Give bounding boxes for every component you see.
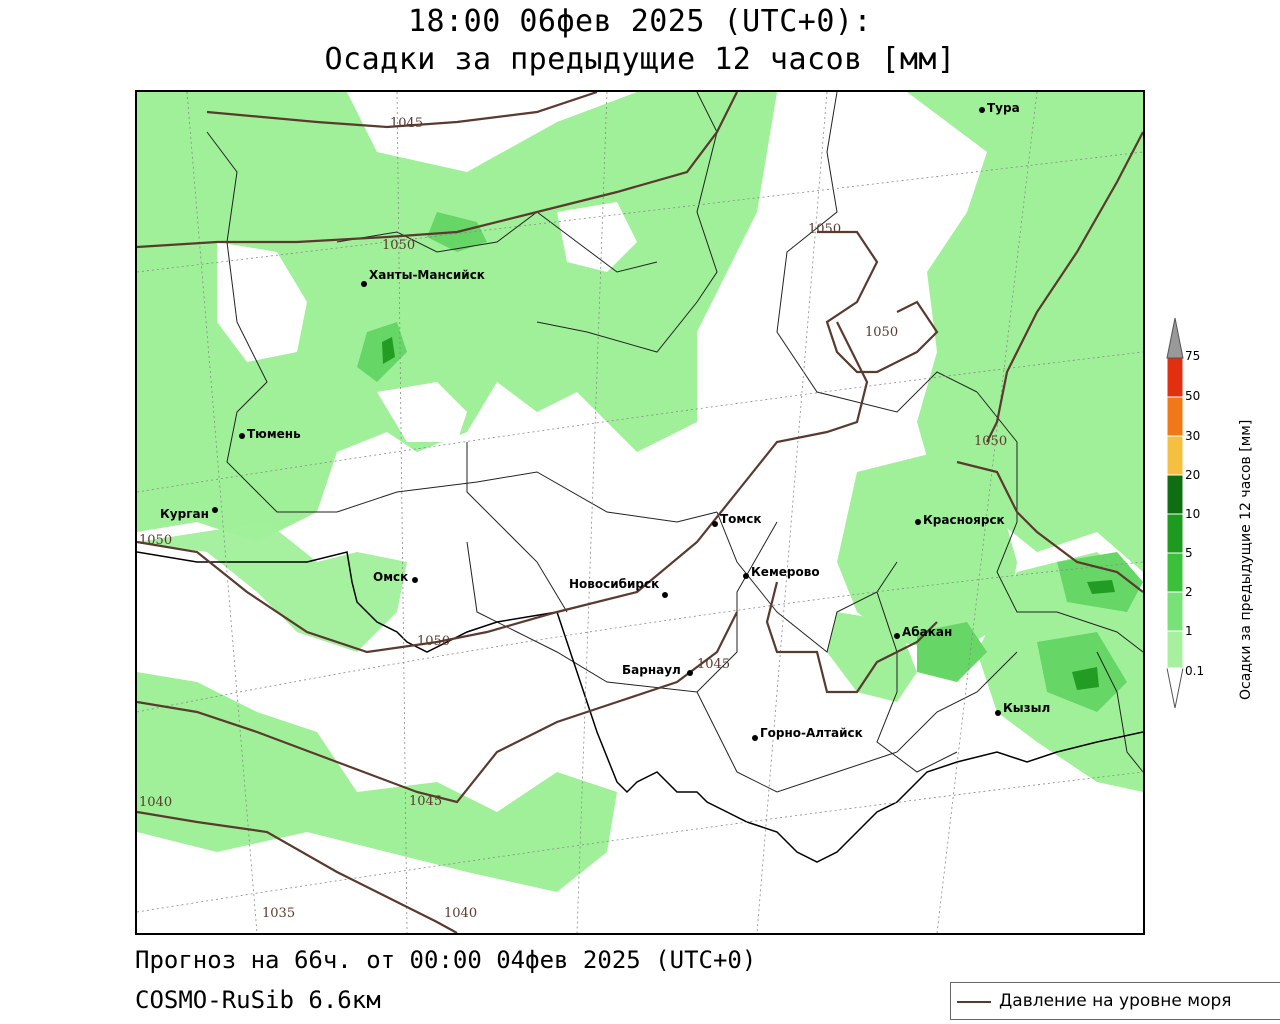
city-label: Тура [987, 101, 1020, 115]
isobar-label: 1050 [382, 238, 416, 253]
city-label: Кемерово [751, 565, 820, 579]
region-borders [206, 92, 1143, 793]
city-dot-icon [979, 107, 985, 113]
city-dot-icon [712, 521, 718, 527]
city-dot-icon [361, 281, 367, 287]
precipitation-map: Тура Ханты-Мансийск Тюмень Курган Омск Т… [135, 90, 1145, 935]
colorbar-max-arrow-icon [1166, 317, 1184, 359]
forecast-info: Прогноз на 66ч. от 00:00 04фев 2025 (UTC… [135, 946, 757, 974]
colorbar-min-arrow-icon [1166, 667, 1184, 709]
city-label: Курган [160, 507, 209, 521]
colorbar-level-label: 20 [1185, 468, 1201, 482]
city-label: Красноярск [923, 513, 1005, 527]
city-label: Горно-Алтайск [760, 726, 863, 740]
isobar-label: 1040 [139, 795, 173, 810]
city-dot-icon [239, 433, 245, 439]
colorbar-swatch [1166, 396, 1184, 437]
city-label: Омск [373, 570, 409, 584]
precip-colorbar: 0.1 1 2 5 10 20 30 50 75 [1165, 316, 1275, 716]
colorbar-level-label: 5 [1185, 546, 1193, 560]
city-label: Томск [720, 512, 762, 526]
colorbar-swatches [1166, 317, 1184, 709]
isobar-label: 1050 [139, 533, 173, 548]
city-label: Тюмень [247, 427, 301, 441]
colorbar-level-label: 50 [1185, 389, 1201, 403]
pressure-legend-label: Давление на уровне моря [999, 991, 1232, 1011]
city-dot-icon [752, 735, 758, 741]
model-name: COSMO-RuSib 6.6км [135, 986, 381, 1014]
national-border [137, 551, 1143, 863]
city-dot-icon [687, 670, 693, 676]
colorbar-level-label: 10 [1185, 507, 1201, 521]
graticule [137, 92, 1143, 933]
isobar-label: 1045 [409, 794, 443, 809]
precip-heavy-areas [382, 337, 1115, 690]
city-dot-icon [743, 573, 749, 579]
colorbar-swatch [1166, 357, 1184, 398]
pressure-line-swatch [957, 1001, 991, 1003]
city-label: Ханты-Мансийск [369, 268, 485, 282]
city-label: Кызыл [1003, 701, 1051, 715]
city-label: Абакан [902, 625, 953, 639]
colorbar-swatch [1166, 513, 1184, 554]
colorbar-swatch [1166, 552, 1184, 593]
isobar-label: 1045 [697, 657, 731, 672]
colorbar-swatch [1166, 591, 1184, 632]
colorbar-swatch [1166, 630, 1184, 669]
city-dot-icon [894, 633, 900, 639]
map-canvas [137, 92, 1143, 933]
pressure-legend: Давление на уровне моря [950, 982, 1280, 1020]
colorbar-level-label: 2 [1185, 585, 1193, 599]
isobar-label: 1050 [808, 222, 842, 237]
city-label: Барнаул [622, 663, 681, 677]
colorbar-level-label: 1 [1185, 624, 1193, 638]
city-dot-icon [915, 519, 921, 525]
colorbar-level-label: 0.1 [1185, 664, 1205, 678]
isobar-label: 1050 [865, 325, 899, 340]
colorbar-level-label: 30 [1185, 429, 1201, 443]
colorbar-level-label: 75 [1185, 349, 1201, 363]
colorbar-title: Осадки за предыдущие 12 часов [мм] [1238, 419, 1254, 700]
map-subtitle: Осадки за предыдущие 12 часов [мм] [324, 42, 956, 77]
colorbar-swatch [1166, 474, 1184, 515]
isobar-label: 1050 [974, 434, 1008, 449]
map-title: 18:00 06фев 2025 (UTC+0): [407, 4, 873, 39]
isobar-label: 1050 [417, 634, 451, 649]
city-dot-icon [412, 577, 418, 583]
colorbar-swatch [1166, 435, 1184, 476]
precip-light-areas [137, 92, 1143, 892]
isobar-label: 1045 [390, 116, 424, 131]
isobar-label: 1040 [444, 906, 478, 921]
city-dot-icon [995, 710, 1001, 716]
city-dot-icon [212, 507, 218, 513]
city-dot-icon [662, 592, 668, 598]
precip-medium-areas [357, 212, 1143, 712]
city-label: Новосибирск [569, 577, 660, 591]
isobar-label: 1035 [262, 906, 296, 921]
isobars [137, 92, 1143, 933]
